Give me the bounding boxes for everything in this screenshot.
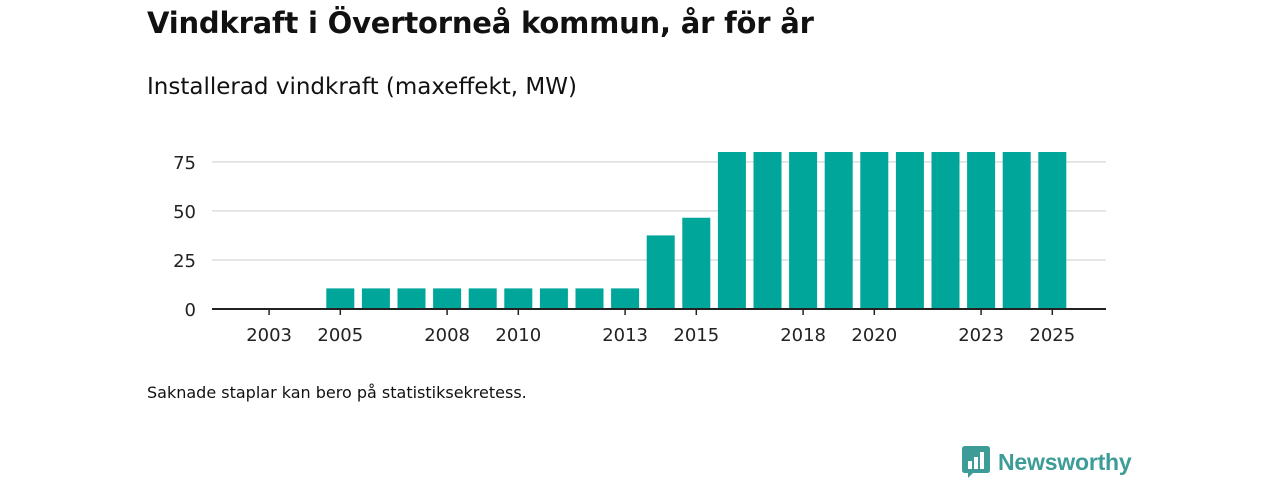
- bar: [575, 288, 604, 309]
- bar: [361, 288, 390, 309]
- x-tick-label: 2025: [1029, 325, 1075, 346]
- y-tick-label: 0: [185, 300, 196, 321]
- bar: [326, 288, 355, 309]
- x-tick-label: 2018: [780, 325, 826, 346]
- x-tick-label: 2015: [673, 325, 719, 346]
- brand-name: Newsworthy: [998, 448, 1132, 475]
- bar: [860, 152, 889, 309]
- bar: [753, 152, 782, 309]
- x-tick-label: 2023: [958, 325, 1004, 346]
- x-tick-label: 2013: [602, 325, 648, 346]
- brand-logo: Newsworthy: [962, 446, 1132, 478]
- bar: [1038, 152, 1067, 309]
- footnote: Saknade staplar kan bero på statistiksek…: [147, 383, 527, 402]
- bar: [967, 152, 996, 309]
- bar: [789, 152, 818, 309]
- bar: [539, 288, 568, 309]
- bar: [433, 288, 462, 309]
- bar: [1002, 152, 1031, 309]
- x-tick-label: 2003: [246, 325, 292, 346]
- y-tick-label: 75: [173, 153, 196, 174]
- bar: [682, 217, 711, 309]
- bar: [931, 152, 960, 309]
- x-tick-label: 2008: [424, 325, 470, 346]
- bar: [468, 288, 497, 309]
- chart-subtitle: Installerad vindkraft (maxeffekt, MW): [147, 74, 577, 100]
- y-tick-label: 50: [173, 202, 196, 223]
- bar-chart-logo-icon: [962, 446, 990, 478]
- bar: [397, 288, 426, 309]
- bar: [895, 152, 924, 309]
- chart-title: Vindkraft i Övertorneå kommun, år för år: [147, 6, 814, 40]
- bar: [824, 152, 853, 309]
- y-tick-label: 25: [173, 251, 196, 272]
- bar-chart: 0 25 50 75 2003 2005 2008 2010 2013 2015 2018 2020 2…: [173, 152, 1106, 346]
- x-tick-label: 2005: [317, 325, 363, 346]
- bar: [611, 288, 640, 309]
- bar: [717, 152, 746, 309]
- bar: [504, 288, 533, 309]
- x-tick-label: 2020: [851, 325, 897, 346]
- bar: [646, 235, 675, 309]
- x-tick-label: 2010: [495, 325, 541, 346]
